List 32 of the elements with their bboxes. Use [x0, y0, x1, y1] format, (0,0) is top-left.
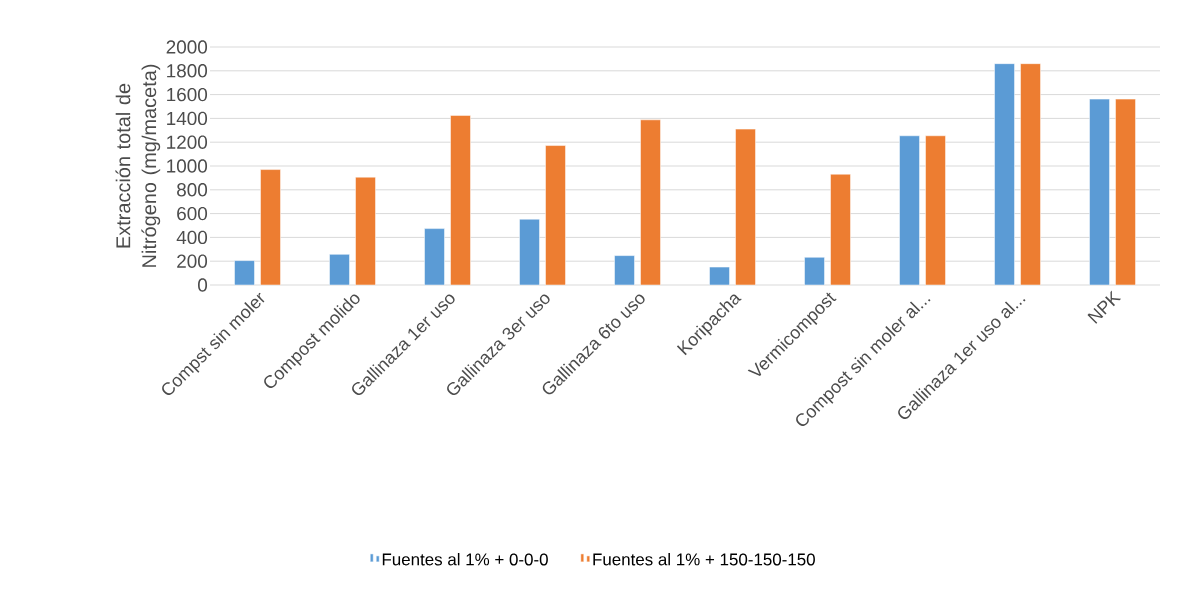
- y-tick-label: 1800: [167, 64, 208, 78]
- y-tick-label: 800: [177, 183, 208, 197]
- y-tick-label: 200: [177, 254, 208, 268]
- y-tick-label: 400: [176, 230, 208, 245]
- bar: [1115, 98, 1136, 285]
- legend-label: Fuentes al 1% + 150-150-150: [593, 553, 815, 566]
- bar: [1020, 63, 1041, 285]
- bar: [450, 115, 471, 285]
- y-tick-label: 600: [177, 206, 208, 221]
- bar: [830, 173, 851, 285]
- bar: [640, 119, 661, 285]
- legend-label: Fuentes al 1% + 0-0-0: [382, 553, 548, 566]
- bar: [1089, 98, 1110, 285]
- y-tick-label: 1400: [167, 111, 208, 126]
- bar: [260, 169, 281, 285]
- bar: [614, 255, 635, 285]
- y-axis-title: Extracción total de Nitrógeno (mg/maceta): [115, 64, 161, 267]
- bar: [329, 254, 350, 285]
- y-tick-label: 1000: [167, 159, 208, 173]
- bar: [994, 63, 1015, 285]
- bar: [355, 176, 376, 285]
- bar: [234, 260, 255, 285]
- bar: [424, 228, 445, 285]
- y-tick-label: 1200: [167, 135, 208, 149]
- y-tick-label: 1600: [167, 87, 208, 102]
- y-tick-label: 2000: [166, 40, 208, 54]
- bar: [899, 135, 920, 285]
- bar: [735, 128, 756, 285]
- bar: [925, 135, 946, 285]
- y-tick-label: 0: [198, 278, 208, 292]
- bar: [545, 145, 566, 285]
- bar: [519, 218, 540, 285]
